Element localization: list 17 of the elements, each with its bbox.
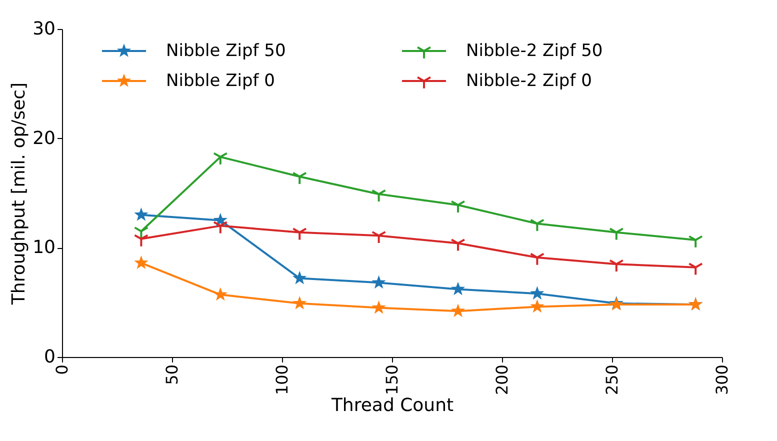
- legend-label: Nibble-2 Zipf 50: [466, 41, 603, 61]
- y-tick-label: 30: [32, 18, 56, 40]
- x-tick-label: 200: [492, 364, 512, 396]
- y-tick-label: 0: [44, 346, 56, 368]
- x-axis-title: Thread Count: [330, 395, 454, 416]
- x-tick-label: 0: [52, 364, 72, 375]
- x-tick-label: 50: [162, 364, 182, 385]
- x-tick-label: 250: [602, 364, 622, 396]
- legend-label: Nibble Zipf 0: [166, 71, 275, 91]
- legend-label: Nibble-2 Zipf 0: [466, 71, 592, 91]
- y-axis-title: Throughput [mil. op/sec]: [8, 82, 30, 306]
- x-tick-label: 300: [712, 364, 732, 396]
- y-tick-label: 20: [32, 128, 56, 149]
- legend-label: Nibble Zipf 50: [166, 41, 286, 61]
- x-tick-label: 150: [382, 364, 402, 396]
- x-tick-label: 100: [272, 364, 292, 396]
- y-tick-label: 10: [32, 237, 56, 258]
